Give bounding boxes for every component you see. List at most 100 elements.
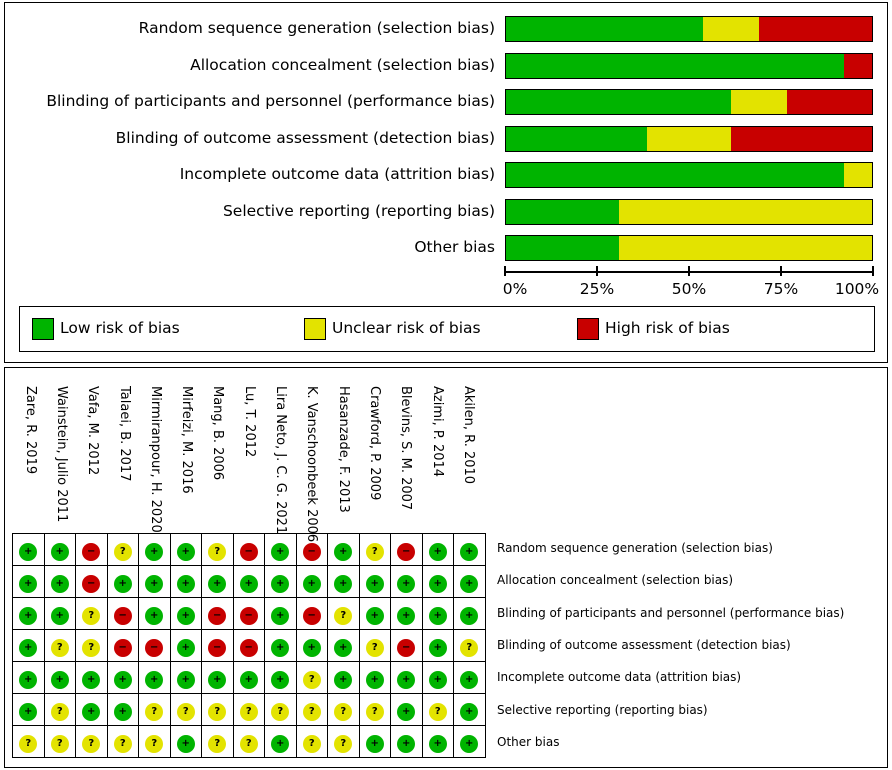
high-risk-icon: − bbox=[302, 606, 321, 625]
low-risk-icon: + bbox=[82, 670, 101, 689]
bar-segment-high bbox=[731, 126, 872, 151]
low-risk-icon: + bbox=[271, 542, 290, 561]
low-risk-icon: + bbox=[397, 670, 416, 689]
grid-cell: + bbox=[12, 565, 45, 598]
grid-cell: + bbox=[12, 693, 45, 726]
study-name: Hasanzade, F. 2013 bbox=[335, 386, 351, 513]
grid-cell: + bbox=[138, 533, 171, 566]
grid-cell: ? bbox=[169, 693, 202, 726]
unclear-risk-icon: ? bbox=[239, 734, 258, 753]
low-risk-icon: + bbox=[460, 606, 479, 625]
low-risk-icon: + bbox=[145, 574, 164, 593]
grid-cell: + bbox=[12, 597, 45, 630]
grid-cell: + bbox=[453, 693, 486, 726]
high-risk-icon: − bbox=[113, 638, 132, 657]
bar-segment-low bbox=[506, 17, 703, 41]
low-risk-icon: + bbox=[208, 574, 227, 593]
high-risk-icon: − bbox=[397, 542, 416, 561]
high-risk-icon: − bbox=[208, 638, 227, 657]
high-risk-icon: − bbox=[145, 638, 164, 657]
unclear-risk-icon: ? bbox=[365, 702, 384, 721]
low-risk-icon: + bbox=[397, 702, 416, 721]
grid-cell: + bbox=[106, 693, 139, 726]
grid-cell: − bbox=[295, 597, 328, 630]
x-tick bbox=[688, 266, 690, 276]
grid-cell: + bbox=[421, 725, 454, 758]
grid-cell: ? bbox=[295, 725, 328, 758]
low-risk-icon: + bbox=[50, 670, 69, 689]
low-risk-icon: + bbox=[271, 574, 290, 593]
grid-row: + + −? + +? − + − +? − + + bbox=[12, 533, 486, 566]
x-tick bbox=[780, 266, 782, 276]
grid-cell: + bbox=[453, 533, 486, 566]
grid-cell: + bbox=[295, 565, 328, 598]
high-risk-icon: − bbox=[82, 574, 101, 593]
grid-cell: + bbox=[75, 661, 108, 694]
grid-cell: ? bbox=[295, 661, 328, 694]
low-risk-icon: + bbox=[460, 734, 479, 753]
unclear-risk-icon: ? bbox=[334, 702, 353, 721]
low-risk-icon: + bbox=[50, 542, 69, 561]
grid-cell: ? bbox=[106, 725, 139, 758]
grid-cell: − bbox=[390, 533, 423, 566]
bar-label: Random sequence generation (selection bi… bbox=[138, 19, 495, 37]
grid-cell: − bbox=[75, 533, 108, 566]
grid-cell: + bbox=[43, 661, 76, 694]
grid-cell: + bbox=[169, 661, 202, 694]
low-risk-icon: + bbox=[176, 542, 195, 561]
study-name: Mirfeizi, M. 2016 bbox=[179, 386, 195, 494]
unclear-risk-icon: ? bbox=[334, 734, 353, 753]
grid-cell: + bbox=[169, 629, 202, 662]
study-name: Mang, B. 2006 bbox=[210, 386, 226, 481]
grid-cell: ? bbox=[358, 693, 391, 726]
grid-cell: ? bbox=[201, 533, 234, 566]
low-risk-icon: + bbox=[19, 542, 38, 561]
bar-segment-unclear bbox=[618, 236, 872, 260]
bar-row bbox=[505, 52, 873, 79]
low-risk-icon: + bbox=[113, 670, 132, 689]
grid-cell: + bbox=[390, 565, 423, 598]
bar-row bbox=[505, 16, 873, 42]
grid-cell: ? bbox=[106, 533, 139, 566]
grid-cell: + bbox=[232, 661, 265, 694]
low-risk-icon: + bbox=[460, 574, 479, 593]
grid-cell: + bbox=[12, 533, 45, 566]
grid-cell: + bbox=[43, 597, 76, 630]
grid-cell: + bbox=[106, 565, 139, 598]
grid-cell: ? bbox=[75, 597, 108, 630]
grid-cell: + bbox=[390, 693, 423, 726]
bar-segment-low bbox=[506, 199, 619, 224]
grid-cell: − bbox=[390, 629, 423, 662]
bar-segment-low bbox=[506, 236, 619, 260]
grid-cell: + bbox=[421, 629, 454, 662]
grid-cell: + bbox=[327, 565, 360, 598]
low-risk-icon: + bbox=[397, 734, 416, 753]
low-risk-icon: + bbox=[428, 574, 447, 593]
low-risk-icon: + bbox=[145, 670, 164, 689]
grid-cell: + bbox=[138, 565, 171, 598]
unclear-risk-icon: ? bbox=[271, 702, 290, 721]
low-risk-icon: + bbox=[19, 702, 38, 721]
bar-label: Incomplete outcome data (attrition bias) bbox=[179, 165, 495, 183]
x-tick bbox=[596, 266, 598, 276]
grid-cell: − bbox=[232, 597, 265, 630]
bar-segment-unclear bbox=[843, 163, 872, 187]
low-risk-icon: + bbox=[82, 702, 101, 721]
unclear-risk-icon: ? bbox=[302, 670, 321, 689]
low-risk-icon: + bbox=[334, 638, 353, 657]
grid-cell: + bbox=[327, 661, 360, 694]
domain-label: Random sequence generation (selection bi… bbox=[497, 541, 773, 555]
study-name: K. Vanschoonbeek 2006 bbox=[304, 386, 320, 543]
grid-row: +? + +???????? +? + bbox=[12, 693, 486, 726]
grid-row: + + + + + + + + +? + + + + + bbox=[12, 661, 486, 694]
legend-label-low: Low risk of bias bbox=[60, 319, 180, 337]
x-tick-label: 25% bbox=[579, 280, 615, 298]
unclear-risk-icon: ? bbox=[365, 638, 384, 657]
domain-label: Blinding of participants and personnel (… bbox=[497, 605, 845, 620]
grid-cell: + bbox=[232, 565, 265, 598]
grid-cell: − bbox=[232, 629, 265, 662]
high-risk-icon: − bbox=[113, 606, 132, 625]
grid-cell: + bbox=[358, 597, 391, 630]
unclear-risk-icon: ? bbox=[460, 638, 479, 657]
study-name: Crawford, P. 2009 bbox=[366, 386, 382, 501]
